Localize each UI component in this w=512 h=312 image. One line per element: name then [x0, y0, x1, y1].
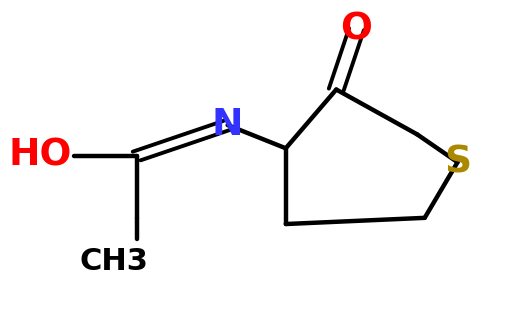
Text: N: N — [212, 107, 243, 143]
Text: O: O — [340, 11, 372, 47]
Text: HO: HO — [9, 138, 72, 174]
Text: CH3: CH3 — [79, 246, 148, 275]
Text: S: S — [444, 144, 471, 180]
